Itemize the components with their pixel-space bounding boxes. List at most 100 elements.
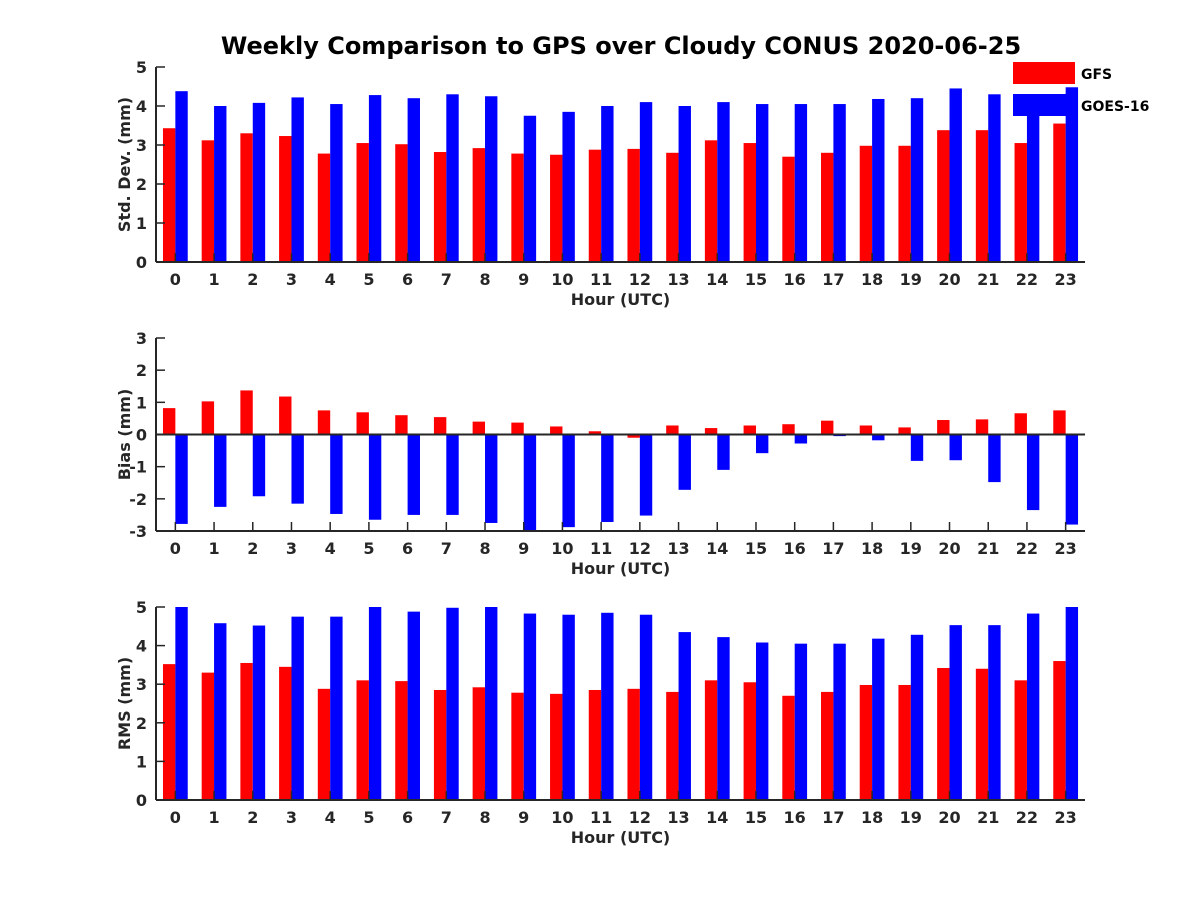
bar-gfs-hour-2 [240, 390, 253, 435]
x-tick-label: 6 [402, 539, 413, 558]
bar-goes-16-hour-8 [485, 96, 498, 262]
x-tick-label: 17 [822, 808, 844, 827]
x-tick-label: 10 [551, 539, 573, 558]
x-tick-label: 14 [706, 270, 728, 289]
bar-gfs-hour-17 [821, 691, 834, 800]
x-tick-label: 13 [667, 270, 689, 289]
x-axis-label: Hour (UTC) [571, 290, 671, 309]
bar-gfs-hour-18 [859, 145, 873, 262]
bar-goes-16-hour-22 [1026, 434, 1040, 511]
legend-label-gfs: GFS [1081, 67, 1112, 83]
bar-goes-16-hour-2 [252, 102, 266, 262]
bar-goes-16-hour-21 [988, 94, 1001, 262]
bar-gfs-hour-14 [704, 428, 718, 435]
bar-gfs-hour-18 [859, 684, 873, 800]
bar-gfs-hour-14 [704, 140, 718, 262]
bar-gfs-hour-19 [898, 427, 911, 435]
bar-goes-16-hour-3 [291, 434, 304, 504]
x-tick-label: 3 [286, 808, 297, 827]
x-tick-label: 4 [325, 808, 336, 827]
bar-goes-16-hour-12 [639, 102, 653, 262]
y-tick-label: 0 [136, 426, 147, 445]
bar-gfs-hour-10 [550, 693, 563, 800]
x-tick-label: 8 [479, 270, 490, 289]
bar-gfs-hour-17 [821, 152, 834, 262]
bar-goes-16-hour-23 [1065, 87, 1079, 262]
bar-gfs-hour-5 [356, 143, 369, 262]
bar-gfs-hour-1 [201, 401, 215, 435]
bar-gfs-hour-0 [162, 408, 176, 435]
bar-goes-16-hour-9 [523, 434, 537, 531]
bar-goes-16-hour-11 [601, 106, 614, 262]
bar-goes-16-hour-7 [446, 607, 459, 800]
x-tick-label: 0 [170, 539, 181, 558]
bar-goes-16-hour-1 [214, 434, 227, 507]
bar-gfs-hour-6 [395, 144, 408, 262]
bar-gfs-hour-9 [511, 422, 524, 435]
bar-goes-16-hour-5 [368, 607, 382, 800]
bar-goes-16-hour-18 [872, 98, 885, 262]
bar-gfs-hour-16 [782, 695, 795, 800]
bar-gfs-hour-2 [240, 662, 253, 800]
x-tick-label: 20 [938, 539, 960, 558]
x-tick-label: 16 [784, 270, 806, 289]
y-tick-label: 1 [136, 752, 147, 771]
bar-goes-16-hour-8 [485, 607, 498, 800]
bar-gfs-hour-22 [1014, 413, 1027, 435]
bar-gfs-hour-19 [898, 145, 911, 262]
bar-gfs-hour-23 [1053, 661, 1066, 800]
x-tick-label: 12 [629, 270, 651, 289]
bar-goes-16-hour-5 [368, 95, 382, 262]
x-tick-label: 11 [590, 808, 612, 827]
bar-goes-16-hour-6 [407, 98, 420, 262]
bar-gfs-hour-12 [627, 688, 640, 800]
x-tick-label: 16 [784, 539, 806, 558]
bar-goes-16-hour-7 [446, 434, 459, 515]
x-tick-label: 7 [441, 539, 452, 558]
bar-gfs-hour-17 [821, 420, 834, 435]
x-tick-label: 22 [1016, 808, 1038, 827]
legend-swatch-goes-16 [1013, 94, 1075, 116]
bar-gfs-hour-16 [782, 156, 795, 262]
bar-goes-16-hour-4 [330, 616, 343, 800]
bar-gfs-hour-15 [743, 425, 756, 435]
bar-goes-16-hour-2 [252, 434, 266, 497]
bar-goes-16-hour-22 [1026, 98, 1040, 262]
bar-goes-16-hour-2 [252, 625, 266, 800]
bar-gfs-hour-20 [937, 667, 950, 800]
chart-title: Weekly Comparison to GPS over Cloudy CON… [221, 32, 1021, 60]
x-tick-label: 18 [861, 539, 883, 558]
y-axis-label: Bias (mm) [115, 389, 134, 481]
legend-swatch-gfs [1013, 62, 1075, 84]
bar-gfs-hour-6 [395, 415, 408, 435]
bar-gfs-hour-9 [511, 153, 524, 262]
x-tick-label: 19 [900, 270, 922, 289]
y-tick-label: 2 [136, 175, 147, 194]
bar-gfs-hour-5 [356, 680, 369, 800]
x-tick-label: 3 [286, 270, 297, 289]
x-tick-label: 18 [861, 270, 883, 289]
x-tick-label: 5 [363, 539, 374, 558]
bar-gfs-hour-18 [859, 425, 873, 435]
x-tick-label: 4 [325, 270, 336, 289]
bar-goes-16-hour-23 [1065, 607, 1079, 800]
x-tick-label: 8 [479, 808, 490, 827]
x-tick-label: 10 [551, 270, 573, 289]
y-tick-label: -3 [129, 522, 147, 541]
bar-goes-16-hour-13 [678, 434, 691, 490]
x-tick-label: 16 [784, 808, 806, 827]
bar-gfs-hour-11 [588, 689, 602, 800]
x-tick-label: 15 [745, 808, 767, 827]
bar-gfs-hour-11 [588, 149, 602, 262]
bar-gfs-hour-3 [279, 136, 292, 262]
x-axis-label: Hour (UTC) [571, 828, 671, 847]
bar-gfs-hour-7 [433, 689, 447, 800]
x-tick-label: 7 [441, 270, 452, 289]
x-tick-label: 22 [1016, 270, 1038, 289]
x-tick-label: 11 [590, 270, 612, 289]
bar-gfs-hour-6 [395, 681, 408, 800]
y-tick-label: 0 [136, 791, 147, 810]
x-tick-label: 9 [518, 808, 529, 827]
bar-goes-16-hour-1 [214, 623, 227, 800]
